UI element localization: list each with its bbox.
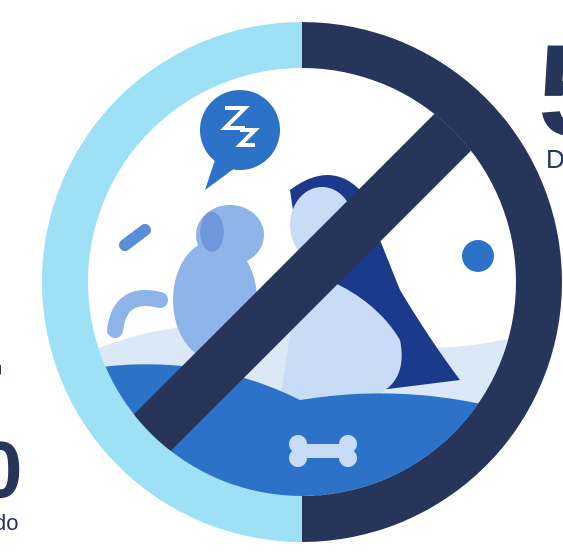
word-fragment: D [546,144,563,174]
number-fragment: 7 [0,348,5,437]
dog-ear [200,212,224,252]
number-fragment: 0 [0,425,23,514]
ball [462,240,494,272]
bone [289,435,357,467]
zzz [220,106,260,147]
number-fragment: 5 [538,17,563,163]
bubble-tail [205,160,235,190]
toy [119,224,151,251]
word-fragment: do [0,510,18,535]
slash [131,111,474,454]
dog-tail [107,290,168,338]
